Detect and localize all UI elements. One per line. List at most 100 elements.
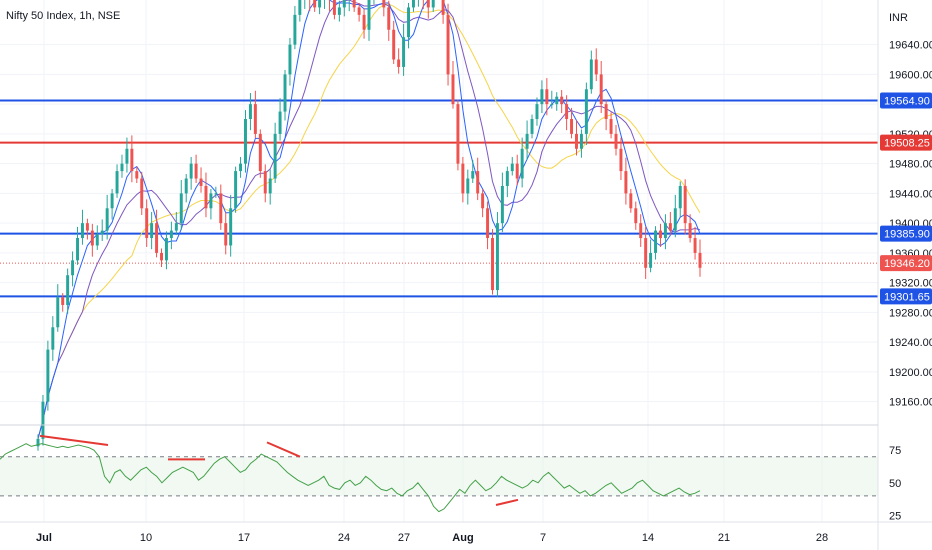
rsi-panel xyxy=(0,434,878,513)
candle-body xyxy=(402,37,406,67)
candle-body xyxy=(629,193,633,209)
candle-body xyxy=(273,133,277,179)
y-tick-label: 19640.00 xyxy=(889,40,932,52)
candle-body xyxy=(644,238,648,268)
y-tick-label: 19240.00 xyxy=(889,337,932,349)
candle-body xyxy=(76,238,80,261)
candle-body xyxy=(688,223,692,239)
candle-body xyxy=(41,401,45,439)
candle-body xyxy=(155,223,159,253)
candle-body xyxy=(71,260,75,276)
candle-body xyxy=(66,275,70,305)
candle-body xyxy=(362,14,366,30)
x-tick-label: 7 xyxy=(540,532,546,544)
candle-body xyxy=(476,171,480,194)
candle-body xyxy=(614,133,618,149)
candle-body xyxy=(110,193,114,209)
rsi-divergence-line xyxy=(39,434,109,446)
candle-body xyxy=(515,163,519,179)
candle-body xyxy=(387,7,391,30)
candle-body xyxy=(288,44,292,75)
candle-body xyxy=(357,7,361,15)
rsi-divergence-line xyxy=(495,498,519,507)
candle-body xyxy=(461,163,465,194)
y-tick-label: 19160.00 xyxy=(889,397,932,409)
candle-body xyxy=(189,163,193,179)
x-tick-label: Aug xyxy=(452,532,473,544)
candle-body xyxy=(278,111,282,134)
level-tag-label: 19301.65 xyxy=(884,291,930,303)
level-tag-label: 19385.90 xyxy=(884,229,930,241)
candle-body xyxy=(352,0,356,8)
candle-body xyxy=(407,7,411,38)
candle-body xyxy=(234,171,238,209)
price-tags: 19564.90 19508.25 19385.90 19301.65 19346.20 xyxy=(880,92,932,305)
candle-body xyxy=(135,171,139,179)
candle-body xyxy=(678,185,682,209)
y-tick-label: 19480.00 xyxy=(889,159,932,171)
candle-body xyxy=(313,0,317,8)
candle-body xyxy=(219,193,223,224)
y-tick-label: 19600.00 xyxy=(889,69,932,81)
level-tag-label: 19564.90 xyxy=(884,95,930,107)
candle-body xyxy=(174,223,178,231)
candle-body xyxy=(555,96,559,105)
candle-body xyxy=(214,193,218,195)
candle-body xyxy=(575,133,578,149)
candle-body xyxy=(525,133,529,149)
y-tick-label: 19280.00 xyxy=(889,307,932,319)
candle-body xyxy=(500,185,504,224)
candle-body xyxy=(318,0,322,8)
candle-body xyxy=(95,234,99,246)
horizontal-levels xyxy=(0,99,878,298)
rsi-tick-label: 75 xyxy=(889,445,901,457)
candle-body xyxy=(693,238,697,253)
candle-body xyxy=(698,252,702,268)
candle-body xyxy=(36,438,40,447)
candle-body xyxy=(115,171,119,194)
candle-body xyxy=(599,74,603,105)
level-tag-label: 19508.25 xyxy=(884,138,930,150)
y-tick-label: 19440.00 xyxy=(889,188,932,200)
candle-body xyxy=(540,89,544,105)
candle-body xyxy=(194,163,198,179)
level-tag xyxy=(880,225,932,242)
candle-body xyxy=(239,163,243,172)
candle-body xyxy=(481,193,485,209)
candle-body xyxy=(293,14,297,45)
candle-body xyxy=(130,148,134,172)
candle-body xyxy=(56,297,60,328)
candle-body xyxy=(441,0,445,15)
candle-body xyxy=(397,59,401,67)
candle-body xyxy=(140,178,144,209)
x-tick-label: Jul xyxy=(36,532,52,544)
candle-body xyxy=(431,0,435,8)
candle-body xyxy=(268,178,272,194)
level-tag xyxy=(880,288,932,305)
candle-body xyxy=(658,230,662,239)
candle-body xyxy=(199,178,203,186)
candle-body xyxy=(654,230,658,253)
candle-body xyxy=(570,119,574,134)
candle-body xyxy=(224,223,228,246)
x-tick-label: 27 xyxy=(398,532,410,544)
candle-body xyxy=(253,104,257,134)
candle-body xyxy=(520,148,524,179)
x-tick-label: 17 xyxy=(238,532,250,544)
rsi-line xyxy=(0,443,701,513)
candle-body xyxy=(486,208,490,239)
candle-body xyxy=(456,104,460,164)
candle-body xyxy=(46,349,50,402)
candle-body xyxy=(604,104,608,120)
x-tick-label: 24 xyxy=(338,532,350,544)
rsi-tick-label: 50 xyxy=(889,478,901,490)
candle-body xyxy=(244,119,247,164)
candle-body xyxy=(179,193,183,224)
candle-body xyxy=(634,208,638,224)
candle-body xyxy=(100,230,104,235)
candle-body xyxy=(565,104,569,120)
candle-body xyxy=(145,208,149,239)
candle-body xyxy=(90,230,94,246)
candle-body xyxy=(426,0,430,8)
